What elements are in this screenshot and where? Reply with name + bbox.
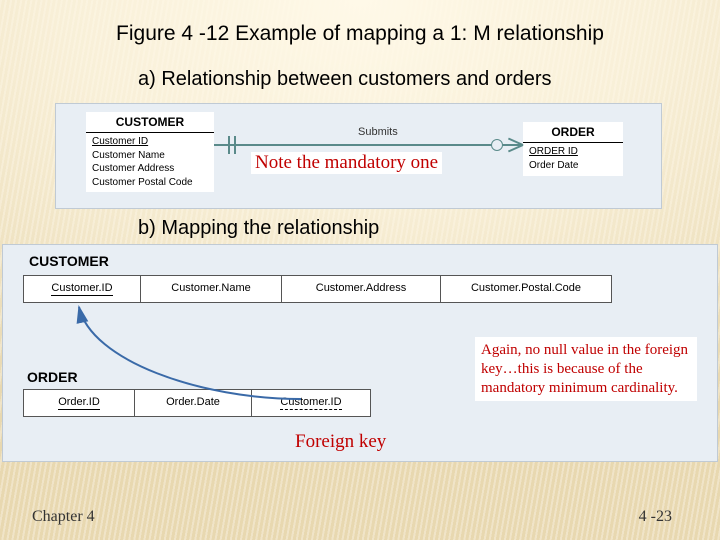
mandatory-one-bar-icon [234,136,236,154]
customer-attr: Customer Name [92,149,208,163]
mandatory-one-bar-icon [228,136,230,154]
customer-col-name: Customer.Name [140,275,282,303]
relation-mapping-panel: CUSTOMER Customer.ID Customer.Name Custo… [2,244,718,462]
fk-null-note: Again, no null value in the foreign key…… [475,337,697,401]
customer-attr: Customer Address [92,162,208,176]
fk-arrow-icon [51,301,331,407]
customer-relation-row: Customer.ID Customer.Name Customer.Addre… [23,275,611,303]
customer-pk: Customer ID [92,135,208,149]
part-b-caption: b) Mapping the relationship [138,217,720,240]
order-entity-name: ORDER [523,122,623,143]
optional-circle-icon [491,139,503,151]
customer-col-id: Customer.ID [23,275,141,303]
customer-col-postal: Customer.Postal.Code [440,275,612,303]
foreign-key-label: Foreign key [295,431,386,453]
customer-entity-attrs: Customer ID Customer Name Customer Addre… [86,133,214,191]
order-attr: Order Date [529,159,617,173]
footer-chapter: Chapter 4 [32,508,95,526]
order-entity-attrs: ORDER ID Order Date [523,143,623,174]
order-entity: ORDER ORDER ID Order Date [523,122,623,176]
customer-entity-name: CUSTOMER [86,112,214,133]
relationship-label: Submits [358,126,398,138]
part-a-caption: a) Relationship between customers and or… [138,68,720,91]
customer-entity: CUSTOMER Customer ID Customer Name Custo… [86,112,214,192]
customer-attr: Customer Postal Code [92,176,208,190]
relationship-line [214,144,523,146]
customer-col-address: Customer.Address [281,275,441,303]
footer-page: 4 -23 [639,508,672,526]
customer-relation-name: CUSTOMER [29,253,109,269]
er-diagram-panel: CUSTOMER Customer ID Customer Name Custo… [55,103,662,209]
order-pk: ORDER ID [529,145,617,159]
figure-title: Figure 4 -12 Example of mapping a 1: M r… [0,0,720,46]
slide-content: Figure 4 -12 Example of mapping a 1: M r… [0,0,720,540]
mandatory-one-note: Note the mandatory one [251,152,442,174]
